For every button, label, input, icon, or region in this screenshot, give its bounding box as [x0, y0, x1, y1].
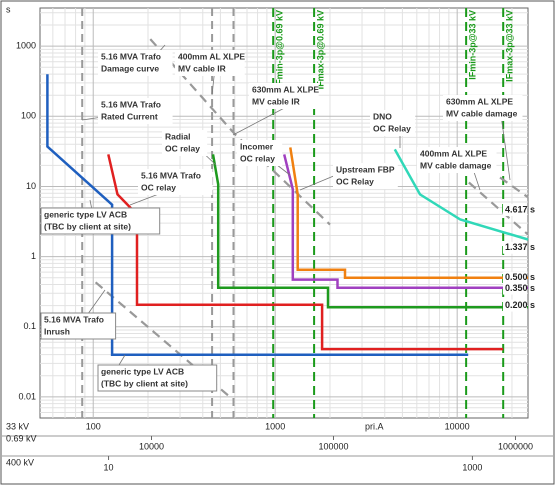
- time-label-bg: [503, 271, 527, 284]
- time-label: 0.200 s: [505, 300, 535, 310]
- y-tick-label: 10: [26, 181, 36, 191]
- fault-label: IFmin-3p@0.69 kV: [275, 10, 285, 87]
- curve: [211, 154, 528, 309]
- annotation-box: [98, 50, 173, 76]
- annotation: OC relay: [141, 182, 176, 192]
- x-tick-label: 1000: [265, 421, 285, 431]
- time-label: 4.617 s: [505, 204, 535, 214]
- fault-label: IFmin-3p@33 kV: [468, 10, 478, 80]
- annotation: Radial: [165, 131, 191, 141]
- annotation: MV cable damage: [446, 108, 518, 118]
- curve: [289, 147, 528, 279]
- curve: [282, 154, 528, 289]
- fault-label: IFmax-3p@33 kV: [505, 10, 515, 82]
- y-tick-label: 1000: [16, 41, 36, 51]
- x-label: pri.A: [365, 421, 384, 431]
- annotation: (TBC by client at site): [101, 378, 188, 388]
- annotation-box: [333, 163, 398, 189]
- annotation: Incomer: [240, 141, 274, 151]
- dashed-curve: [468, 181, 529, 236]
- annotation-box: [138, 169, 213, 195]
- annotation-box: [175, 50, 245, 76]
- x-tick-label: 100000: [318, 441, 348, 451]
- annotation: DNO: [373, 111, 392, 121]
- annotation: OC relay: [165, 143, 200, 153]
- x-tick-label: 1000000: [498, 441, 533, 451]
- annotation-box: [40, 207, 161, 235]
- annotation-box: [237, 140, 283, 166]
- annotation: OC Relay: [336, 176, 374, 186]
- annotation: 5.16 MVA Trafo: [101, 51, 161, 61]
- curve: [46, 74, 469, 356]
- y-label: s: [6, 4, 11, 14]
- annotation-box: [249, 83, 319, 109]
- annotation-box: [443, 95, 523, 121]
- time-label-bg: [503, 241, 527, 254]
- x-tick-label: 10: [104, 462, 114, 472]
- annotation: Damage curve: [101, 63, 159, 73]
- x-tick-label: 100: [86, 421, 101, 431]
- annotation: Inrush: [44, 326, 70, 336]
- annotation: 5.16 MVA Trafo: [141, 170, 201, 180]
- annotation: generic type LV ACB: [101, 366, 184, 376]
- time-label: 1.337 s: [505, 242, 535, 252]
- annotation: 630mm AL XLPE: [446, 96, 513, 106]
- x-tick-label: 10000: [445, 421, 470, 431]
- annotation-box: [417, 147, 497, 173]
- time-label-bg: [503, 299, 527, 312]
- annotation: 400mm AL XLPE: [420, 148, 487, 158]
- fault-label: IFmax-3p@0.69 kV: [315, 10, 325, 89]
- axis-name: 400 kV: [6, 457, 34, 467]
- time-label: 0.500 s: [505, 272, 535, 282]
- annotation: 5.16 MVA Trafo: [101, 99, 161, 109]
- leader-line: [232, 103, 293, 136]
- annotation: 400mm AL XLPE: [178, 51, 245, 61]
- time-label-bg: [503, 282, 527, 295]
- annotation-box: [40, 312, 117, 340]
- y-tick-label: 100: [21, 111, 36, 121]
- annotation: generic type LV ACB: [44, 209, 127, 219]
- annotation: MV cable IR: [252, 96, 300, 106]
- x-tick-label: 1000: [462, 462, 482, 472]
- annotation: (TBC by client at site): [44, 221, 131, 231]
- time-label-bg: [503, 203, 527, 216]
- y-tick-label: 0.01: [18, 391, 36, 401]
- annotation: OC Relay: [373, 123, 411, 133]
- annotation: OC relay: [240, 153, 275, 163]
- annotation-box: [97, 364, 218, 392]
- x-axis-name: 33 kV: [6, 421, 29, 431]
- annotation: 630mm AL XLPE: [252, 84, 319, 94]
- curve: [107, 154, 504, 351]
- dashed-curve: [499, 176, 529, 199]
- annotation-box: [98, 98, 173, 124]
- x-tick-label: 10000: [139, 441, 164, 451]
- axis-name: 0.69 kV: [6, 433, 37, 443]
- annotation: Upstream FBP: [336, 164, 395, 174]
- curve: [393, 148, 529, 241]
- annotation: MV cable damage: [420, 160, 492, 170]
- time-label: 0.350 s: [505, 283, 535, 293]
- annotation-box: [370, 110, 416, 136]
- annotation: Rated Current: [101, 111, 158, 121]
- annotation: MV cable IR: [178, 63, 226, 73]
- y-tick-label: 1: [31, 251, 36, 261]
- annotation: 5.16 MVA Trafo: [44, 314, 104, 324]
- annotation-box: [162, 130, 208, 156]
- leader-line: [299, 174, 337, 191]
- y-tick-label: 0.1: [23, 321, 36, 331]
